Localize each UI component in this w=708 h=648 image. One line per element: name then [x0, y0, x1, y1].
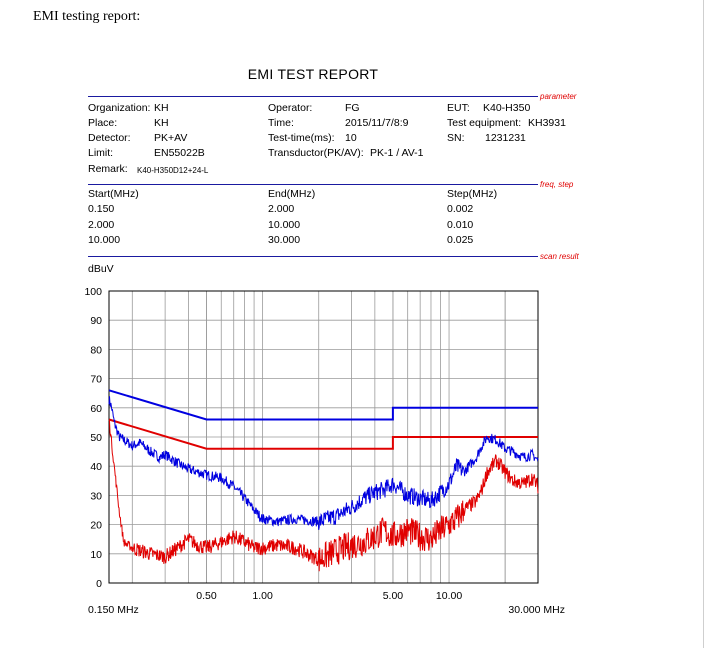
detector-value: PK+AV: [154, 132, 188, 144]
freq-cell: 2.000: [268, 203, 295, 215]
x-tick-label: 1.00: [252, 590, 273, 602]
x-tick-label: 0.150 MHz: [88, 604, 139, 616]
x-tick-label: 5.00: [383, 590, 404, 602]
freq-step-rule: [88, 184, 538, 185]
freq-cell: 2.000: [88, 219, 115, 231]
y-tick-label: 70: [90, 374, 102, 386]
transductor-value: PK-1 / AV-1: [370, 147, 424, 159]
x-tick-label: 30.000 MHz: [508, 604, 565, 616]
freq-cell: 0.150: [88, 203, 115, 215]
freq-cell: 10.000: [268, 219, 301, 231]
remark-value: K40-H350D12+24-L: [137, 166, 209, 175]
freq-header-step: Step(MHz): [447, 188, 498, 200]
test-equipment-value: KH3931: [528, 117, 566, 129]
x-tick-label: 0.50: [196, 590, 217, 602]
sn-label: SN:: [447, 132, 465, 144]
parameter-rule: [88, 96, 538, 97]
page-heading: EMI testing report:: [33, 9, 141, 24]
freq-cell: 0.010: [447, 219, 474, 231]
test-time-value: 10: [345, 132, 357, 144]
y-tick-label: 90: [90, 315, 102, 327]
eut-value: K40-H350: [483, 102, 531, 114]
page-edge: [703, 0, 704, 648]
place-value: KH: [154, 117, 169, 129]
y-tick-label: 60: [90, 403, 102, 415]
freq-header-end: End(MHz): [268, 188, 316, 200]
limit-av-line: [108, 418, 538, 450]
x-tick-label: 10.00: [436, 590, 462, 602]
freq-cell: 30.000: [268, 234, 301, 246]
y-tick-label: 80: [90, 344, 102, 356]
place-label: Place:: [88, 117, 118, 129]
test-equipment-label: Test equipment:: [447, 117, 522, 129]
time-value: 2015/11/7/8:9: [345, 117, 409, 129]
y-axis-label: dBuV: [88, 263, 114, 275]
freq-header-start: Start(MHz): [88, 188, 139, 200]
operator-value: FG: [345, 102, 360, 114]
organization-label: Organization:: [88, 102, 151, 114]
report-title: EMI TEST REPORT: [247, 66, 379, 82]
y-tick-label: 30: [90, 490, 102, 502]
freq-cell: 0.025: [447, 234, 474, 246]
y-tick-label: 50: [90, 432, 102, 444]
scan-result-tag: scan result: [540, 252, 579, 261]
scan-result-rule: [88, 256, 538, 257]
limit-value: EN55022B: [154, 147, 205, 159]
transductor-label: Transductor(PK/AV):: [268, 147, 364, 159]
detector-label: Detector:: [88, 132, 131, 144]
test-time-label: Test-time(ms):: [268, 132, 335, 144]
freq-cell: 0.002: [447, 203, 474, 215]
remark-label: Remark:: [88, 163, 128, 175]
y-tick-label: 10: [90, 549, 102, 561]
sn-value: 1231231: [485, 132, 526, 144]
y-tick-label: 0: [96, 578, 102, 590]
freq-cell: 10.000: [88, 234, 121, 246]
freq-step-tag: freq, step: [540, 180, 574, 189]
y-tick-label: 20: [90, 520, 102, 532]
limit-label: Limit:: [88, 147, 114, 159]
limit-pk-line: [108, 389, 538, 421]
measured-pk-trace: [108, 396, 539, 530]
measured-av-trace: [108, 419, 539, 572]
operator-label: Operator:: [268, 102, 313, 114]
time-label: Time:: [268, 117, 294, 129]
parameter-tag: parameter: [540, 92, 577, 101]
y-tick-label: 40: [90, 461, 102, 473]
y-tick-label: 100: [84, 286, 102, 298]
eut-label: EUT:: [447, 102, 470, 114]
organization-value: KH: [154, 102, 169, 114]
